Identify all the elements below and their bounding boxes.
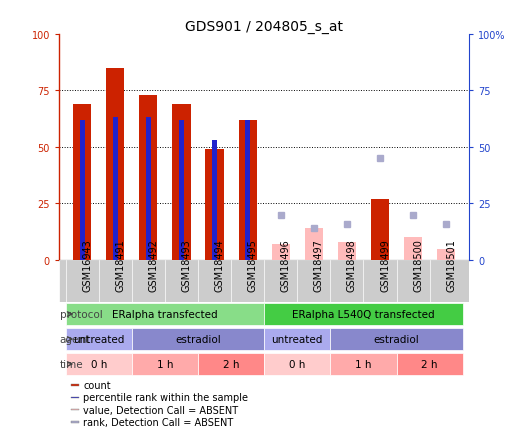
Bar bbox=[66, 303, 264, 326]
Text: GSM18495: GSM18495 bbox=[248, 239, 258, 292]
Text: protocol: protocol bbox=[60, 309, 103, 319]
Text: GSM18493: GSM18493 bbox=[182, 239, 191, 292]
Text: estradiol: estradiol bbox=[373, 334, 420, 344]
Bar bbox=[71, 397, 80, 398]
Text: untreated: untreated bbox=[73, 334, 124, 344]
Text: percentile rank within the sample: percentile rank within the sample bbox=[83, 392, 248, 402]
Text: GSM18499: GSM18499 bbox=[380, 239, 390, 292]
Text: ERalpha L540Q transfected: ERalpha L540Q transfected bbox=[292, 309, 435, 319]
Bar bbox=[66, 353, 132, 375]
Bar bbox=[371, 199, 389, 260]
Text: 0 h: 0 h bbox=[289, 359, 305, 369]
Bar bbox=[264, 328, 330, 351]
Text: GSM18494: GSM18494 bbox=[214, 239, 225, 292]
Bar bbox=[71, 421, 80, 423]
Text: rank, Detection Call = ABSENT: rank, Detection Call = ABSENT bbox=[83, 417, 233, 427]
Bar bbox=[106, 69, 124, 260]
Text: value, Detection Call = ABSENT: value, Detection Call = ABSENT bbox=[83, 404, 238, 414]
Bar bbox=[305, 229, 323, 260]
Text: count: count bbox=[83, 380, 111, 390]
Text: GSM18496: GSM18496 bbox=[281, 239, 291, 292]
Bar bbox=[179, 121, 184, 260]
Text: agent: agent bbox=[60, 334, 90, 344]
Bar bbox=[139, 95, 157, 260]
Text: GSM18501: GSM18501 bbox=[446, 239, 456, 292]
Bar bbox=[66, 328, 132, 351]
Bar bbox=[172, 105, 190, 260]
Bar bbox=[330, 328, 463, 351]
Bar bbox=[132, 353, 198, 375]
Text: 1 h: 1 h bbox=[156, 359, 173, 369]
Bar bbox=[264, 303, 463, 326]
Text: GSM16943: GSM16943 bbox=[82, 239, 92, 292]
Bar bbox=[397, 353, 463, 375]
Text: GSM18492: GSM18492 bbox=[148, 239, 159, 292]
Bar bbox=[146, 118, 151, 260]
Text: estradiol: estradiol bbox=[175, 334, 221, 344]
Text: time: time bbox=[60, 359, 83, 369]
Bar bbox=[113, 118, 118, 260]
Text: 0 h: 0 h bbox=[90, 359, 107, 369]
Bar bbox=[80, 121, 85, 260]
Bar bbox=[205, 150, 224, 260]
Text: GSM18497: GSM18497 bbox=[314, 239, 324, 292]
Bar bbox=[245, 121, 250, 260]
Bar bbox=[132, 328, 264, 351]
Text: 2 h: 2 h bbox=[421, 359, 438, 369]
Bar bbox=[71, 409, 80, 411]
Text: GSM18491: GSM18491 bbox=[115, 239, 125, 292]
Bar bbox=[73, 105, 91, 260]
Text: 2 h: 2 h bbox=[223, 359, 240, 369]
Text: 1 h: 1 h bbox=[355, 359, 372, 369]
Bar bbox=[338, 242, 356, 260]
Text: GSM18500: GSM18500 bbox=[413, 239, 423, 292]
Bar bbox=[212, 141, 217, 260]
Bar bbox=[437, 249, 456, 260]
Bar bbox=[198, 353, 264, 375]
Text: ERalpha transfected: ERalpha transfected bbox=[112, 309, 218, 319]
Bar bbox=[272, 244, 290, 260]
Bar bbox=[264, 353, 330, 375]
Bar bbox=[404, 238, 422, 260]
Title: GDS901 / 204805_s_at: GDS901 / 204805_s_at bbox=[185, 20, 343, 34]
Bar bbox=[71, 385, 80, 386]
Text: untreated: untreated bbox=[271, 334, 323, 344]
Bar bbox=[239, 121, 256, 260]
Text: GSM18498: GSM18498 bbox=[347, 239, 357, 292]
Bar bbox=[330, 353, 397, 375]
